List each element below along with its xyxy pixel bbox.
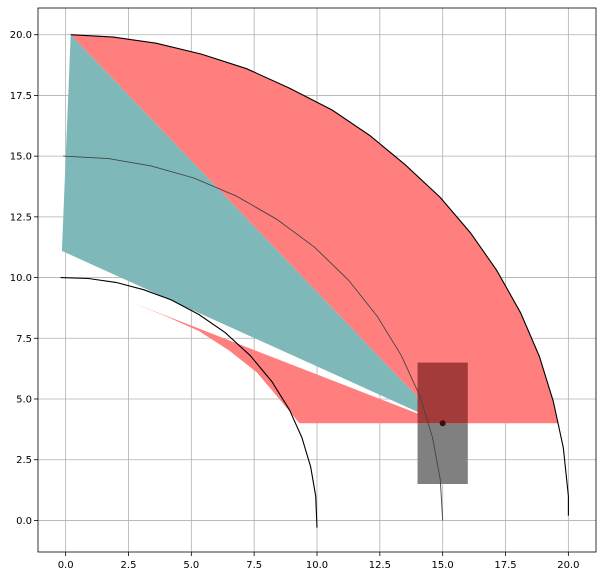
y-tick-label: 0.0 — [16, 516, 32, 527]
y-tick-label: 17.5 — [10, 91, 32, 102]
y-tick-label: 7.5 — [16, 334, 32, 345]
x-tick-label: 2.5 — [121, 560, 137, 571]
x-tick-label: 7.5 — [246, 560, 262, 571]
y-tick-label: 20.0 — [10, 30, 32, 41]
focal-marker — [439, 420, 446, 427]
y-tick-label: 10.0 — [10, 273, 32, 284]
inner-arc — [60, 277, 318, 528]
shaded-regions — [61, 34, 559, 424]
dark-red-rect — [417, 362, 468, 424]
middle-arc — [63, 155, 444, 521]
x-tick-label: 0.0 — [58, 560, 74, 571]
arc-curves — [60, 34, 569, 528]
red-fan — [70, 34, 559, 424]
rectangles — [417, 362, 468, 484]
x-tick-label: 17.5 — [494, 560, 516, 571]
x-tick-label: 12.5 — [369, 560, 391, 571]
x-tick-label: 10.0 — [306, 560, 328, 571]
x-tick-label: 20.0 — [557, 560, 579, 571]
teal-fan — [61, 34, 443, 424]
outer-arc — [70, 34, 569, 516]
x-tick-label: 15.0 — [432, 560, 454, 571]
x-axis-ticks: 0.0 2.5 5.0 7.5 10.0 12.5 15.0 17.5 20.0 — [58, 552, 579, 571]
gray-rect — [417, 423, 468, 484]
y-tick-label: 15.0 — [10, 152, 32, 163]
y-axis-ticks: 0.0 2.5 5.0 7.5 10.0 12.5 15.0 17.5 20.0 — [10, 30, 38, 527]
y-tick-label: 2.5 — [16, 455, 32, 466]
focal-point — [439, 420, 446, 427]
x-tick-label: 5.0 — [183, 560, 199, 571]
y-tick-label: 12.5 — [10, 212, 32, 223]
y-tick-label: 5.0 — [16, 395, 32, 406]
